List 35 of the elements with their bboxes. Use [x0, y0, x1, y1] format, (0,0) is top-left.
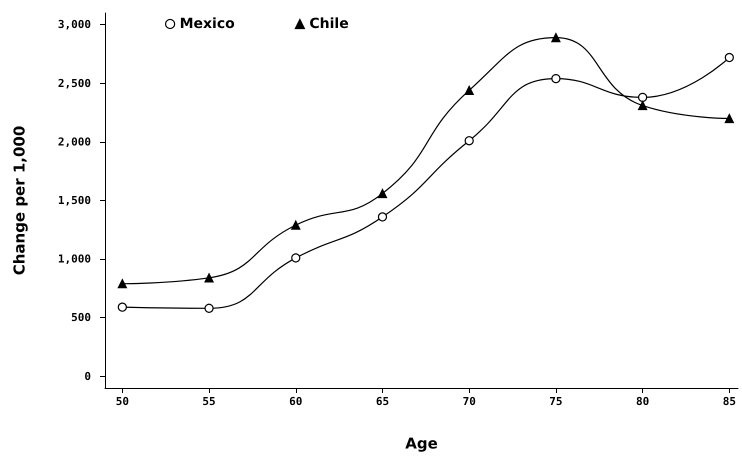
point: [724, 114, 734, 124]
x-tick-label: 65: [376, 395, 390, 408]
point: [551, 74, 561, 84]
point: [464, 136, 474, 146]
point: [638, 100, 648, 110]
point: [551, 33, 561, 42]
y-tick-label: 0: [84, 370, 91, 383]
y-tick-label: 2,500: [58, 76, 91, 90]
point: [204, 273, 214, 282]
point: [378, 188, 388, 198]
y-tick-label: 2,000: [58, 135, 91, 148]
x-tick-label: 50: [116, 395, 129, 408]
x-tick-label: 60: [289, 395, 302, 408]
point: [118, 302, 127, 312]
point: [291, 220, 300, 230]
legend-label: Chile: [309, 16, 349, 32]
x-tick-label: 75: [549, 395, 563, 408]
y-tick-label: 500: [71, 311, 91, 324]
y-tick-label: 3,000: [58, 18, 91, 32]
point: [118, 279, 127, 288]
x-tick-label: 80: [636, 395, 650, 408]
point: [464, 86, 474, 95]
point: [378, 212, 388, 222]
y-tick-label: 1,500: [58, 194, 91, 207]
x-tick-label: 70: [462, 395, 476, 408]
x-tick-label: 85: [722, 395, 736, 408]
point: [204, 304, 214, 313]
x-axis-title: Age: [405, 434, 438, 452]
point: [291, 253, 300, 263]
point: [638, 92, 648, 102]
point: [724, 52, 734, 62]
y-tick-label: 1,000: [58, 252, 91, 266]
legend-label: Mexico: [180, 16, 236, 32]
x-tick-label: 55: [202, 395, 216, 408]
y-axis-title: Change per 1,000: [10, 126, 28, 276]
